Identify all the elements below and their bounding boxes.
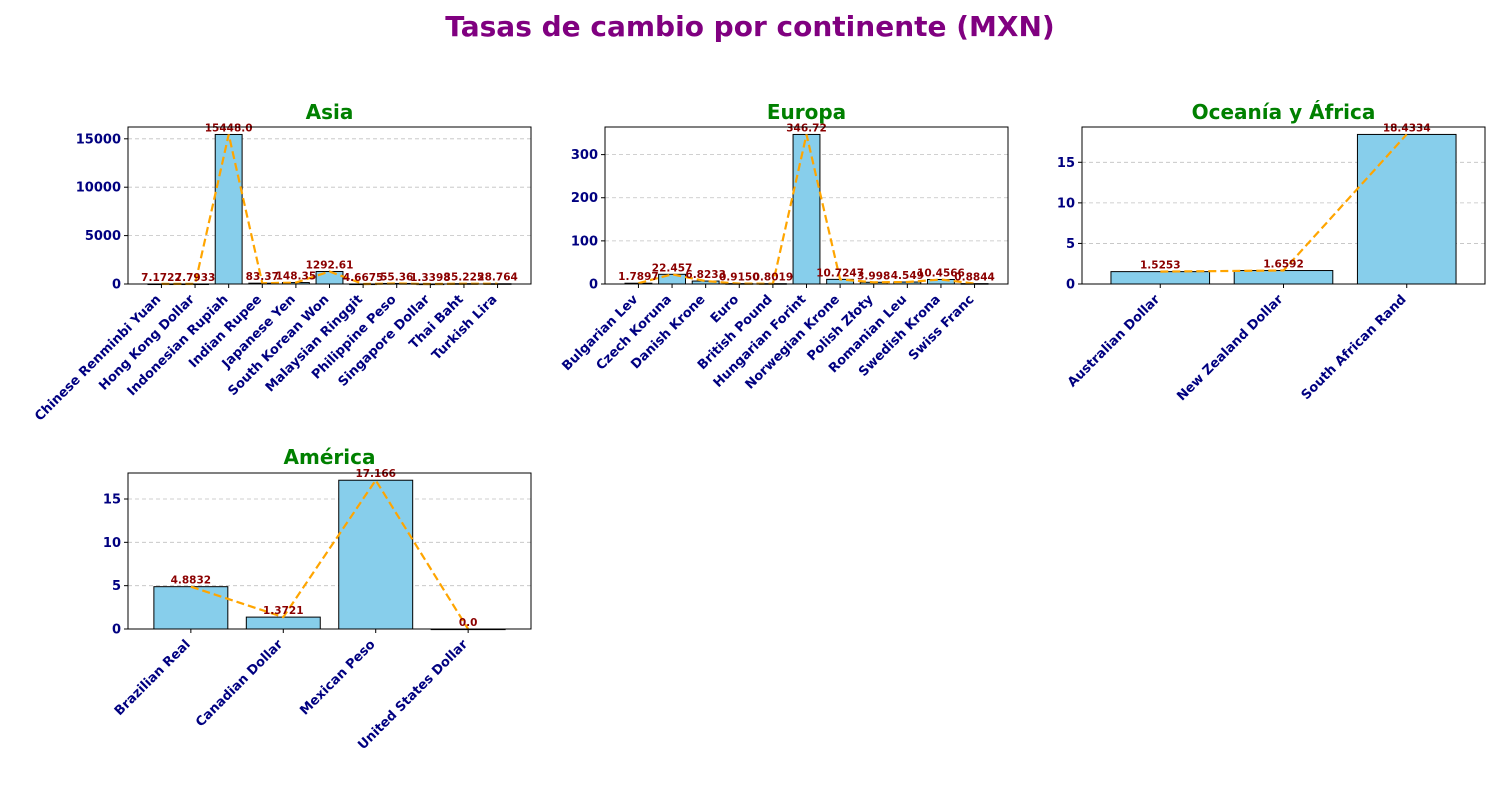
data-label: 28.764 xyxy=(477,272,518,284)
y-tick-label: 0 xyxy=(589,278,598,293)
y-tick-label: 15 xyxy=(1057,156,1075,171)
data-label: 83.37 xyxy=(246,271,279,283)
y-tick-label: 10 xyxy=(103,536,121,551)
data-label: 346.72 xyxy=(786,122,827,134)
figure-title: Tasas de cambio por continente (MXN) xyxy=(445,10,1055,43)
bar-south-korean-won xyxy=(315,270,344,285)
data-label: 1.3398 xyxy=(410,272,451,284)
y-tick-label: 100 xyxy=(571,234,598,249)
data-label: 55.36 xyxy=(380,271,413,283)
x-tick-label: Chinese Renminbi Yuan xyxy=(32,292,164,424)
bar-mexican-peso xyxy=(338,479,414,630)
y-tick-label: 200 xyxy=(571,191,598,206)
subplot-title: Asia xyxy=(306,100,354,124)
data-label: 4.8832 xyxy=(171,575,212,587)
y-tick-label: 5 xyxy=(1066,237,1075,252)
bar-hungarian-forint xyxy=(792,133,821,285)
bar-south-african-rand xyxy=(1356,133,1457,285)
data-label: 0.8844 xyxy=(954,272,995,284)
data-label: 7.1722 xyxy=(141,272,182,284)
bar-canadian-dollar xyxy=(245,616,321,630)
data-label: 4.549 xyxy=(891,270,924,282)
y-tick-label: 0 xyxy=(1066,278,1075,293)
data-label: 1.6592 xyxy=(1263,259,1304,271)
x-tick-label: South African Rand xyxy=(1299,292,1410,403)
chart-panel-europa: Europa 0 100 200 300 1.789722.4576.82330.9150… xyxy=(559,100,1009,393)
data-label: 1.5253 xyxy=(1140,260,1181,272)
bar-new-zealand-dollar xyxy=(1233,270,1334,285)
x-tick-label: United States Dollar xyxy=(355,637,471,753)
y-tick-label: 10 xyxy=(1057,196,1075,211)
y-tick-label: 0 xyxy=(112,623,121,638)
bar-indonesian-rupiah xyxy=(214,133,243,285)
data-label: 35.225 xyxy=(444,272,485,284)
subplot-title: Oceanía y África xyxy=(1192,100,1376,124)
data-label: 1292.61 xyxy=(306,259,354,271)
data-label: 0.9150 xyxy=(719,272,760,284)
subplot-title: Europa xyxy=(767,100,846,124)
data-label: 10.4566 xyxy=(917,267,965,279)
bar-australian-dollar xyxy=(1110,271,1211,285)
chart-panel-america: América 0 5 10 15 4.8832 1.3721 17.166 0.0 Brazil… xyxy=(103,445,532,753)
data-label: 22.457 xyxy=(652,262,693,274)
data-label: 17.166 xyxy=(355,468,396,480)
data-label: 148.35 xyxy=(276,271,317,283)
trend-line xyxy=(1160,133,1408,273)
data-label: 0.0 xyxy=(459,617,478,629)
axes-frame xyxy=(127,472,532,630)
trend-line xyxy=(638,134,975,285)
subplot-title: América xyxy=(284,445,376,469)
y-tick-label: 15 xyxy=(103,493,121,508)
x-tick-label: Brazilian Real xyxy=(112,637,194,719)
data-label: 3.998 xyxy=(857,270,890,282)
data-label: 4.6675 xyxy=(343,272,384,284)
trend-line xyxy=(190,478,470,630)
y-tick-label: 15000 xyxy=(76,132,121,147)
x-tick-label: Australian Dollar xyxy=(1065,292,1164,391)
data-label: 6.8233 xyxy=(685,269,726,281)
chart-panel-oceania-africa: Oceanía y África 0 5 10 15 1.5253 1.6592 18.433… xyxy=(1057,100,1486,404)
y-tick-label: 300 xyxy=(571,148,598,163)
y-tick-label: 5000 xyxy=(85,229,121,244)
data-label: 10.7247 xyxy=(816,267,864,279)
data-label: 15448.0 xyxy=(205,122,253,134)
data-label: 18.4334 xyxy=(1383,122,1431,134)
y-tick-label: 0 xyxy=(112,278,121,293)
y-tick-label: 10000 xyxy=(76,181,121,196)
x-tick-label: New Zealand Dollar xyxy=(1174,292,1286,404)
data-label: 7.7933 xyxy=(175,272,216,284)
bar-brazilian-real xyxy=(153,586,229,630)
data-label: 1.7897 xyxy=(618,271,659,283)
data-label: 1.3721 xyxy=(263,605,304,617)
y-tick-label: 5 xyxy=(112,579,121,594)
data-label: 0.8019 xyxy=(753,272,794,284)
x-tick-label: Canadian Dollar xyxy=(193,637,286,730)
x-tick-label: Mexican Peso xyxy=(297,637,378,718)
